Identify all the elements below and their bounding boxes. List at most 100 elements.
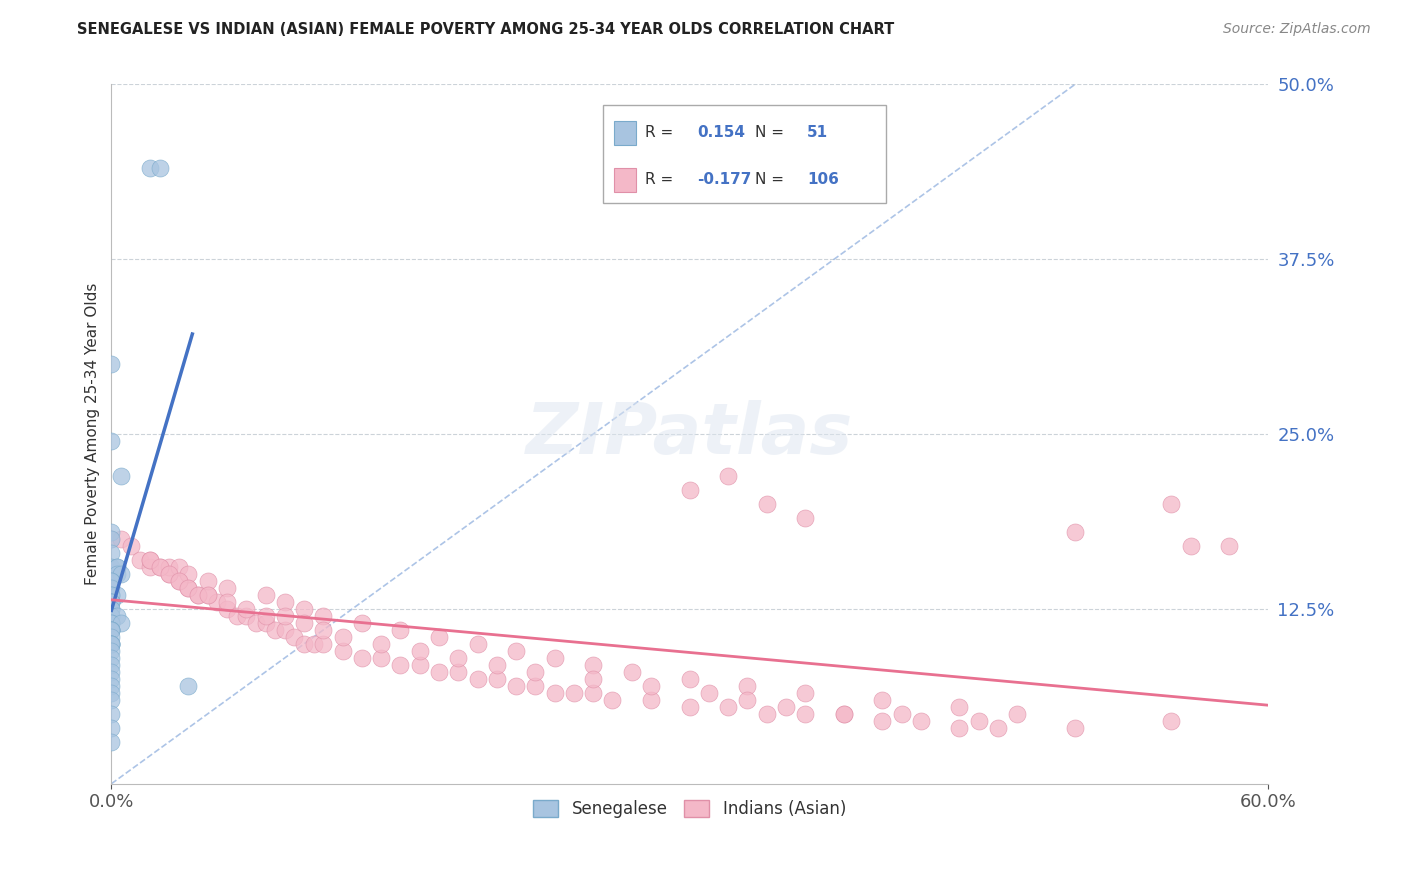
Point — [737, 679, 759, 693]
Point — [235, 608, 257, 623]
Point — [225, 608, 247, 623]
FancyBboxPatch shape — [603, 105, 886, 203]
Point — [100, 546, 122, 560]
Point — [427, 665, 450, 679]
Point — [1160, 497, 1182, 511]
Point — [794, 511, 817, 525]
Point — [110, 615, 132, 630]
Point — [332, 644, 354, 658]
Point — [543, 686, 565, 700]
Point — [100, 657, 122, 672]
Text: 106: 106 — [807, 172, 839, 187]
Point — [105, 588, 128, 602]
Point — [717, 469, 740, 483]
Point — [149, 560, 172, 574]
Point — [717, 699, 740, 714]
Point — [197, 588, 219, 602]
Point — [948, 699, 970, 714]
Point — [543, 651, 565, 665]
Point — [100, 581, 122, 595]
Point — [100, 574, 122, 588]
Point — [100, 602, 122, 616]
Point — [312, 637, 335, 651]
Point — [100, 615, 122, 630]
Point — [562, 686, 585, 700]
Point — [678, 699, 700, 714]
Point — [100, 623, 122, 637]
Point — [177, 566, 200, 581]
Point — [215, 581, 238, 595]
Point — [274, 608, 297, 623]
Point — [100, 623, 122, 637]
Point — [350, 651, 373, 665]
Point — [350, 615, 373, 630]
Point — [100, 679, 122, 693]
Point — [1064, 524, 1087, 539]
Point — [389, 657, 412, 672]
Point — [467, 637, 489, 651]
Point — [100, 602, 122, 616]
Point — [100, 588, 122, 602]
Point — [870, 693, 893, 707]
Point — [167, 574, 190, 588]
Point — [157, 560, 180, 574]
Point — [235, 602, 257, 616]
Point — [409, 657, 432, 672]
Point — [582, 686, 605, 700]
Point — [292, 637, 315, 651]
Point — [254, 615, 277, 630]
Legend: Senegalese, Indians (Asian): Senegalese, Indians (Asian) — [526, 793, 852, 824]
Point — [524, 665, 547, 679]
Point — [254, 608, 277, 623]
Point — [832, 706, 855, 721]
Point — [427, 630, 450, 644]
Point — [100, 608, 122, 623]
Point — [187, 588, 209, 602]
Point — [100, 595, 122, 609]
Point — [100, 721, 122, 735]
Point — [100, 644, 122, 658]
Point — [312, 623, 335, 637]
Point — [697, 686, 720, 700]
Point — [100, 595, 122, 609]
Point — [100, 637, 122, 651]
Point — [755, 497, 778, 511]
Point — [948, 721, 970, 735]
Point — [100, 693, 122, 707]
Point — [139, 553, 162, 567]
Point — [157, 566, 180, 581]
Point — [100, 623, 122, 637]
Point — [197, 588, 219, 602]
Point — [620, 665, 643, 679]
Point — [524, 679, 547, 693]
Point — [100, 524, 122, 539]
Point — [105, 560, 128, 574]
Text: ZIPatlas: ZIPatlas — [526, 400, 853, 468]
Point — [987, 721, 1010, 735]
Point — [139, 553, 162, 567]
Point — [245, 615, 267, 630]
Point — [1064, 721, 1087, 735]
Point — [755, 706, 778, 721]
Point — [100, 665, 122, 679]
Point — [157, 566, 180, 581]
Text: N =: N = — [755, 125, 789, 140]
Text: Source: ZipAtlas.com: Source: ZipAtlas.com — [1223, 22, 1371, 37]
Text: 0.154: 0.154 — [697, 125, 745, 140]
Point — [100, 560, 122, 574]
Point — [177, 679, 200, 693]
Point — [110, 532, 132, 546]
Point — [447, 665, 470, 679]
Point — [139, 161, 162, 176]
Point — [215, 595, 238, 609]
Text: -0.177: -0.177 — [697, 172, 752, 187]
Point — [582, 657, 605, 672]
Point — [215, 602, 238, 616]
Point — [207, 595, 229, 609]
Point — [100, 623, 122, 637]
Point — [100, 588, 122, 602]
Bar — [614, 168, 636, 192]
Point — [274, 595, 297, 609]
Point — [177, 581, 200, 595]
Point — [794, 706, 817, 721]
